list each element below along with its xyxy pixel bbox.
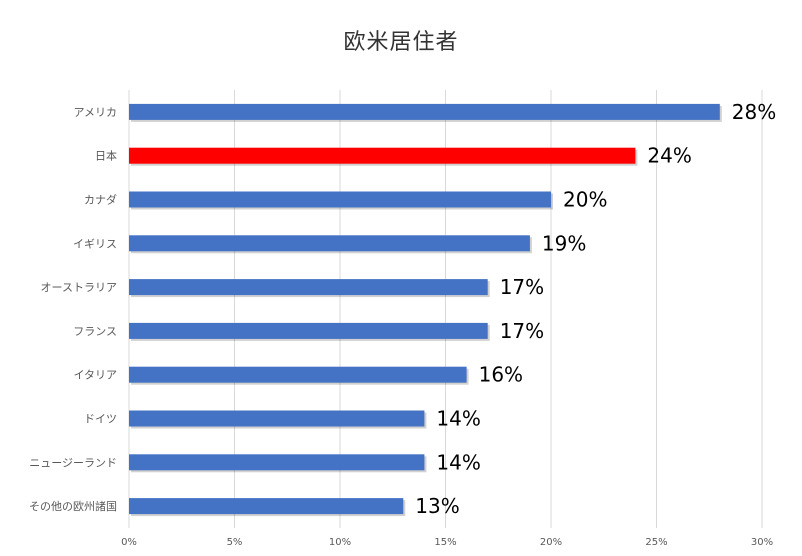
data-label: 24% xyxy=(647,144,691,168)
bar xyxy=(129,235,530,252)
data-label: 19% xyxy=(542,231,586,255)
bar xyxy=(129,191,551,208)
data-label: 14% xyxy=(436,407,480,431)
bar xyxy=(129,147,636,164)
category-label: 日本 xyxy=(95,149,117,163)
category-label: ニュージーランド xyxy=(29,456,117,469)
bar xyxy=(129,103,720,120)
category-label: イタリア xyxy=(73,369,117,382)
data-label: 17% xyxy=(500,275,544,299)
bar xyxy=(129,366,467,383)
data-label: 14% xyxy=(436,450,480,474)
bar xyxy=(129,322,488,339)
bar xyxy=(129,410,425,427)
x-tick-label: 0% xyxy=(121,537,137,548)
x-tick-label: 10% xyxy=(329,537,351,548)
category-label: その他の欧州諸国 xyxy=(29,499,117,513)
data-label: 28% xyxy=(732,100,776,124)
x-tick-label: 15% xyxy=(434,537,456,548)
x-tick-label: 25% xyxy=(645,537,667,548)
category-label: アメリカ xyxy=(74,106,117,119)
bar xyxy=(129,454,425,471)
category-label: フランス xyxy=(73,325,117,338)
data-label: 20% xyxy=(563,188,607,212)
x-tick-label: 20% xyxy=(540,537,562,548)
category-label: イギリス xyxy=(73,237,117,250)
data-label: 13% xyxy=(415,494,459,518)
chart-title: 欧米居住者 xyxy=(343,30,459,55)
bar xyxy=(129,279,488,296)
category-label: オーストラリア xyxy=(41,281,117,294)
x-tick-label: 5% xyxy=(227,537,243,548)
data-label: 16% xyxy=(479,363,523,387)
category-label: ドイツ xyxy=(84,413,117,426)
x-tick-label: 30% xyxy=(751,537,773,548)
bar xyxy=(129,498,404,515)
data-label: 17% xyxy=(500,319,544,343)
category-label: カナダ xyxy=(84,193,117,207)
